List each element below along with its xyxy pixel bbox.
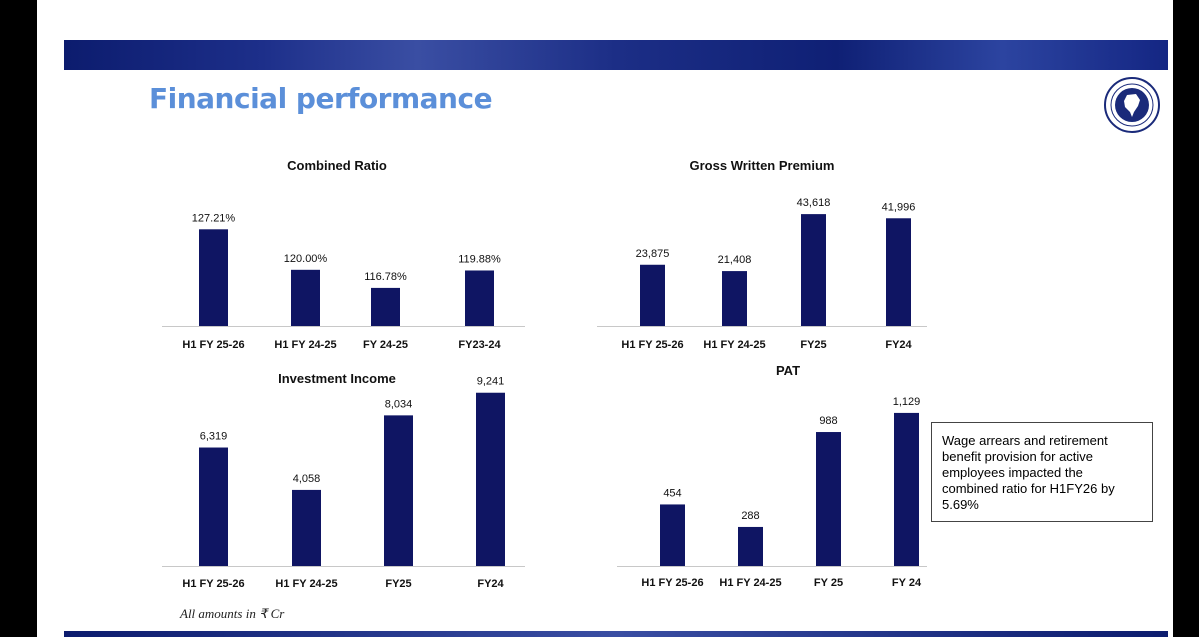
tick-label: H1 FY 25-26 (182, 578, 244, 590)
combined-ratio-chart: Combined Ratio 127.21% H1 FY 25-26 120.00% H… (162, 158, 525, 351)
page-title: Financial performance (149, 82, 493, 115)
data-label: 6,319 (200, 431, 228, 443)
bar (465, 270, 494, 326)
bar (722, 271, 747, 326)
footnote: All amounts in ₹ Cr (180, 606, 285, 621)
tick-label: FY25 (385, 578, 411, 590)
note-box: Wage arrears and retirement benefit prov… (931, 422, 1153, 522)
tick-label: H1 FY 24-25 (275, 578, 337, 590)
tick-label: FY24 (477, 578, 504, 590)
bar (738, 526, 763, 566)
bar (816, 432, 841, 566)
tick-label: FY 24-25 (363, 339, 408, 351)
chart-title: Combined Ratio (287, 158, 387, 173)
tick-label: FY 24 (892, 577, 922, 589)
tick-label: FY24 (885, 339, 912, 351)
data-label: 21,408 (718, 254, 752, 266)
data-label: 988 (819, 415, 837, 427)
data-label: 41,996 (882, 201, 916, 213)
bar (886, 218, 911, 326)
charts-canvas: Combined Ratio 127.21% H1 FY 25-26 120.00% H… (162, 158, 927, 590)
data-label: 1,129 (893, 396, 921, 408)
tick-label: FY23-24 (458, 339, 501, 351)
tick-label: FY 25 (814, 577, 843, 589)
data-label: 127.21% (192, 212, 236, 224)
tick-label: FY25 (800, 339, 826, 351)
footer-band (64, 631, 1168, 637)
tick-label: H1 FY 25-26 (641, 577, 703, 589)
bar (199, 229, 228, 326)
data-label: 8,034 (385, 398, 413, 410)
data-label: 119.88% (458, 253, 501, 265)
emblem-seal-icon (1104, 77, 1160, 133)
bar (384, 415, 413, 566)
tick-label: H1 FY 24-25 (719, 577, 781, 589)
pat-chart: PAT 454 H1 FY 25-26 288 H1 FY 24-25 988 FY 25 1… (617, 363, 927, 589)
data-label: 288 (741, 510, 759, 522)
bar (640, 264, 665, 326)
bar (476, 392, 505, 566)
bar (660, 504, 685, 566)
chart-title: Investment Income (278, 371, 396, 386)
data-label: 4,058 (293, 473, 321, 485)
data-label: 120.00% (284, 253, 328, 265)
bar (894, 412, 919, 566)
data-label: 23,875 (636, 248, 670, 260)
gross-written-premium-chart: Gross Written Premium 23,875 H1 FY 25-26 21… (597, 158, 927, 351)
data-label: 9,241 (477, 376, 505, 388)
bar (291, 269, 320, 326)
bar (371, 287, 400, 326)
data-label: 43,618 (797, 197, 831, 209)
bar (199, 447, 228, 566)
tick-label: H1 FY 25-26 (182, 339, 244, 351)
investment-income-chart: Investment Income 6,319 H1 FY 25-26 4,058 H1… (162, 371, 525, 590)
tick-label: H1 FY 24-25 (703, 339, 765, 351)
tick-label: H1 FY 25-26 (621, 339, 683, 351)
data-label: 454 (663, 487, 681, 499)
chart-title: PAT (776, 363, 800, 378)
bar (801, 214, 826, 326)
data-label: 116.78% (364, 271, 407, 283)
header-band (64, 40, 1168, 70)
slide: Financial performance Combined Ratio 127.… (37, 0, 1173, 637)
tick-label: H1 FY 24-25 (274, 339, 336, 351)
bar (292, 489, 321, 566)
chart-title: Gross Written Premium (690, 158, 835, 173)
